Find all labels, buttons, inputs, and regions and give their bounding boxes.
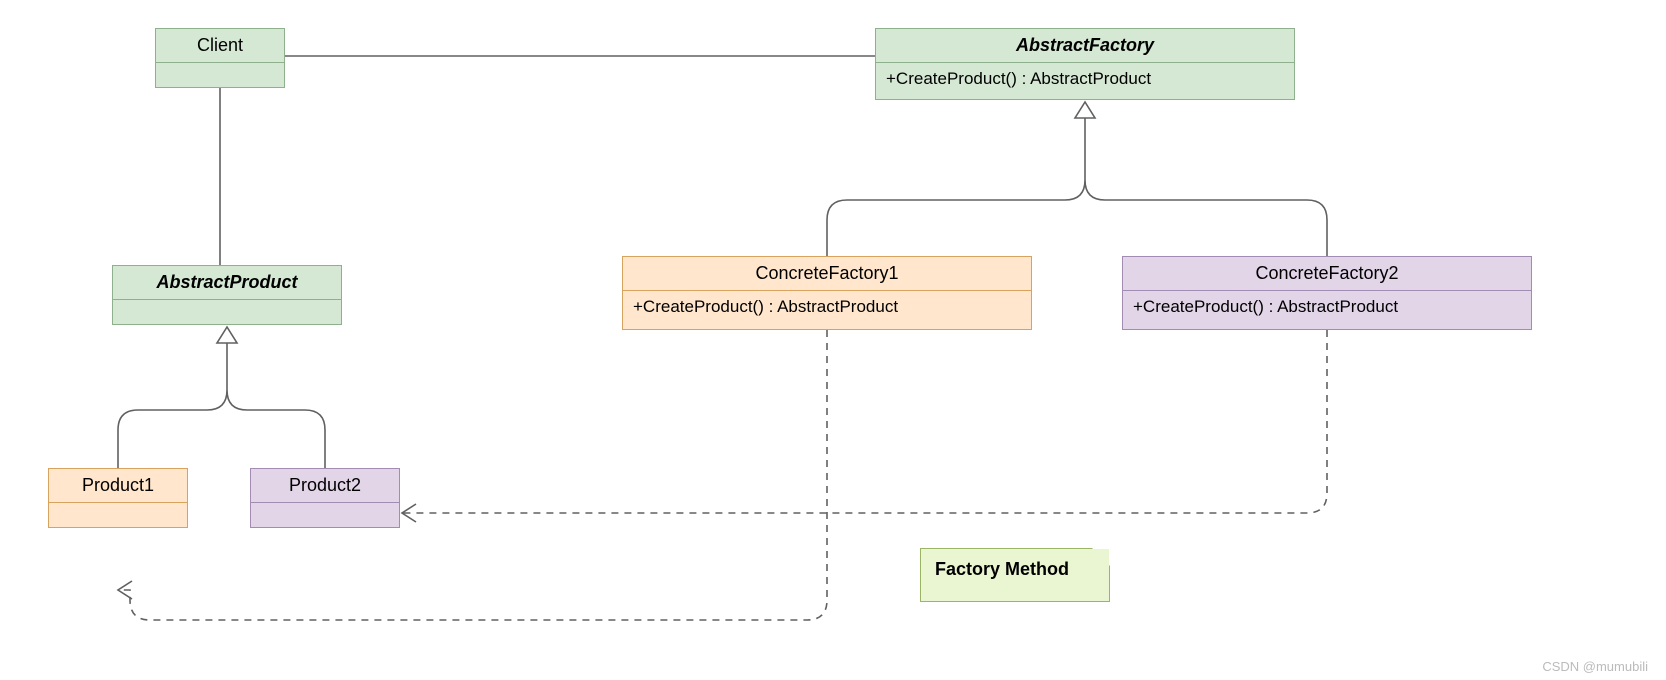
class-name: ConcreteFactory1 bbox=[623, 257, 1031, 291]
class-method: +CreateProduct() : AbstractProduct bbox=[1123, 291, 1531, 323]
class-name: Product1 bbox=[49, 469, 187, 503]
class-body bbox=[156, 63, 284, 87]
note-text: Factory Method bbox=[935, 559, 1069, 579]
uml-class-product-1: Product1 bbox=[48, 468, 188, 528]
uml-class-abstract-product: AbstractProduct bbox=[112, 265, 342, 325]
class-body bbox=[49, 503, 187, 527]
class-name: Product2 bbox=[251, 469, 399, 503]
edge-layer bbox=[0, 0, 1666, 680]
uml-class-client: Client bbox=[155, 28, 285, 88]
class-name: AbstractProduct bbox=[113, 266, 341, 300]
class-method: +CreateProduct() : AbstractProduct bbox=[623, 291, 1031, 323]
uml-class-product-2: Product2 bbox=[250, 468, 400, 528]
uml-class-concrete-factory-2: ConcreteFactory2 +CreateProduct() : Abst… bbox=[1122, 256, 1532, 330]
class-name: AbstractFactory bbox=[876, 29, 1294, 63]
class-body bbox=[251, 503, 399, 527]
watermark-text: CSDN @mumubili bbox=[1542, 659, 1648, 674]
class-name: ConcreteFactory2 bbox=[1123, 257, 1531, 291]
class-body bbox=[113, 300, 341, 324]
note-fold-inner bbox=[1092, 549, 1109, 566]
diagram-title-note: Factory Method bbox=[920, 548, 1110, 602]
class-name: Client bbox=[156, 29, 284, 63]
uml-class-concrete-factory-1: ConcreteFactory1 +CreateProduct() : Abst… bbox=[622, 256, 1032, 330]
uml-class-abstract-factory: AbstractFactory +CreateProduct() : Abstr… bbox=[875, 28, 1295, 100]
class-method: +CreateProduct() : AbstractProduct bbox=[876, 63, 1294, 95]
